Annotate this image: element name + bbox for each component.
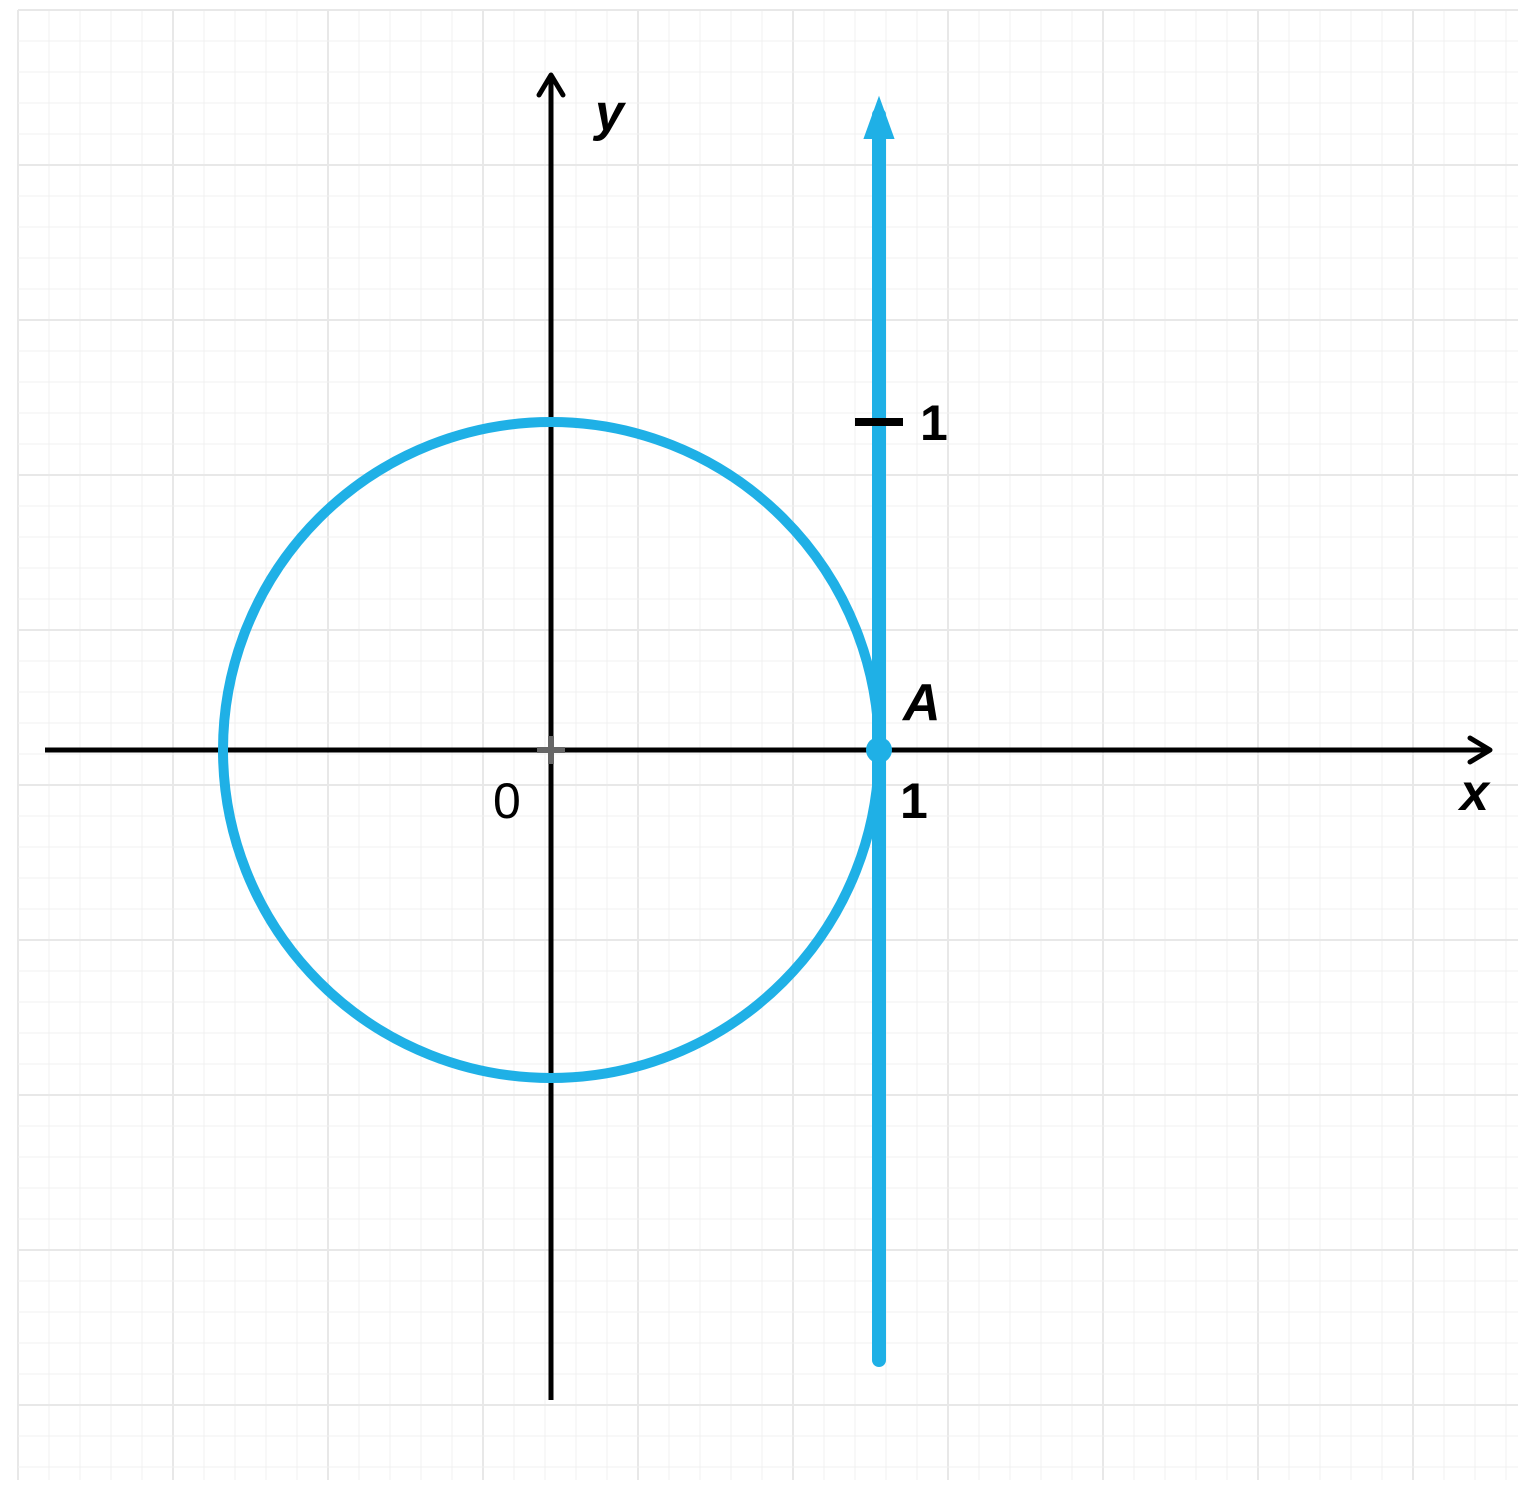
point-a-label: A xyxy=(901,674,941,732)
coordinate-plane-chart: x y 0 A 1 1 xyxy=(0,0,1536,1494)
chart-container: x y 0 A 1 1 xyxy=(0,0,1536,1494)
x-axis-label: x xyxy=(1457,764,1491,822)
y-one-label: 1 xyxy=(920,395,948,451)
y-axis-label: y xyxy=(592,84,627,142)
origin-label: 0 xyxy=(493,773,521,829)
point-a xyxy=(866,737,892,763)
x-one-label: 1 xyxy=(900,773,928,829)
